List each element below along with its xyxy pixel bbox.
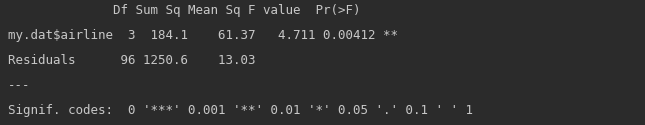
Text: Signif. codes:  0 '***' 0.001 '**' 0.01 '*' 0.05 '.' 0.1 ' ' 1: Signif. codes: 0 '***' 0.001 '**' 0.01 '…: [8, 104, 473, 117]
Text: Residuals      96 1250.6    13.03: Residuals 96 1250.6 13.03: [8, 54, 390, 67]
Text: Df Sum Sq Mean Sq F value  Pr(>F): Df Sum Sq Mean Sq F value Pr(>F): [8, 4, 382, 17]
Text: ---: ---: [8, 79, 30, 92]
Text: my.dat$airline  3  184.1    61.37   4.711 0.00412 **: my.dat$airline 3 184.1 61.37 4.711 0.004…: [8, 29, 398, 42]
